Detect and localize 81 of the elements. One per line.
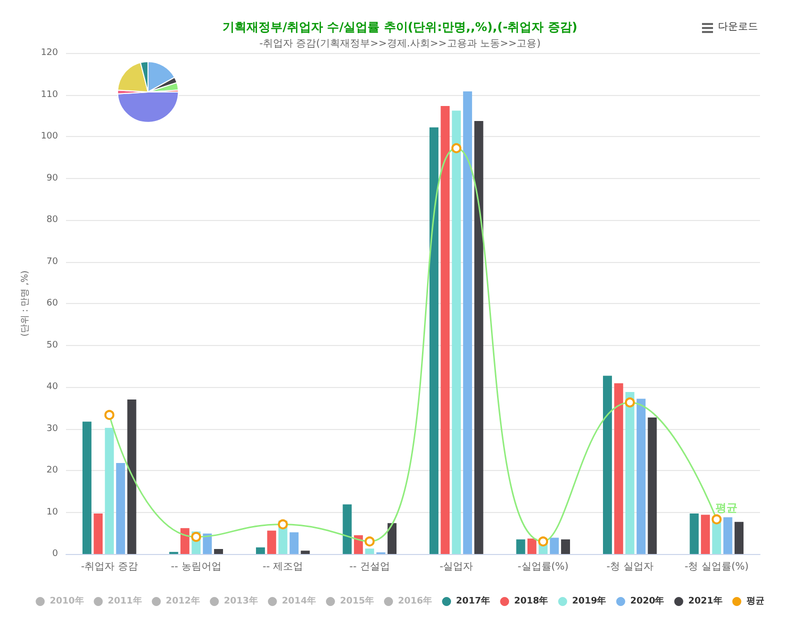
bar bbox=[700, 514, 710, 554]
y-tick-label: 30 bbox=[46, 424, 58, 434]
y-tick-label: 110 bbox=[40, 90, 58, 100]
y-tick-label: 10 bbox=[46, 507, 58, 518]
legend-label: 2020年 bbox=[630, 596, 664, 606]
bar bbox=[690, 514, 699, 554]
legend-label: 2019年 bbox=[572, 596, 606, 606]
legend-label: 평균 bbox=[746, 596, 764, 606]
bar bbox=[561, 539, 570, 554]
bar bbox=[94, 514, 103, 554]
legend-label: 2021年 bbox=[688, 596, 722, 606]
chart-subtitle: -취업자 증감(기획재정부>>경제.사회>>고용과 노동>>고용) bbox=[259, 38, 541, 50]
y-tick-label: 20 bbox=[46, 466, 58, 476]
bar bbox=[104, 428, 114, 554]
x-tick-label: -- 건설업 bbox=[349, 562, 390, 572]
bar bbox=[116, 462, 126, 554]
legend-label: 2016年 bbox=[398, 596, 432, 606]
bar bbox=[342, 504, 352, 554]
bar bbox=[527, 538, 536, 554]
bar bbox=[180, 528, 190, 554]
legend-label: 2010年 bbox=[50, 596, 84, 606]
bar bbox=[429, 127, 438, 554]
bar bbox=[365, 548, 374, 554]
bar bbox=[463, 91, 472, 554]
bar bbox=[267, 530, 276, 554]
legend-label: 2011年 bbox=[108, 596, 142, 606]
y-axis-title: (단위 : 만명 ,%) bbox=[20, 270, 30, 337]
bar bbox=[625, 392, 634, 554]
bar bbox=[723, 517, 732, 554]
bar bbox=[127, 400, 136, 554]
point bbox=[538, 536, 548, 546]
y-tick-label: 80 bbox=[46, 215, 58, 225]
x-tick-label: -실업자 bbox=[440, 562, 474, 572]
bar bbox=[202, 534, 212, 554]
x-tick-label: -취업자 증감 bbox=[80, 562, 138, 572]
y-tick-label: 120 bbox=[40, 48, 58, 58]
point bbox=[278, 519, 288, 530]
bar bbox=[300, 550, 310, 554]
point bbox=[624, 397, 635, 408]
point bbox=[712, 514, 722, 524]
bar bbox=[614, 383, 624, 554]
y-tick-label: 100 bbox=[40, 132, 58, 142]
legend-label: 2014年 bbox=[282, 596, 316, 606]
text: 평균 bbox=[716, 501, 738, 514]
bar bbox=[354, 535, 363, 554]
bar bbox=[388, 523, 397, 554]
point bbox=[191, 532, 202, 542]
bar bbox=[636, 398, 646, 554]
y-tick-label: 70 bbox=[46, 256, 58, 267]
y-tick-label: 40 bbox=[46, 382, 58, 392]
legend-label: 2018年 bbox=[514, 596, 548, 606]
bar bbox=[82, 422, 92, 554]
bar bbox=[550, 538, 559, 554]
bar bbox=[474, 121, 484, 554]
x-tick-label: -- 제조업 bbox=[262, 562, 304, 572]
x-tick-label: -- 농림어업 bbox=[170, 562, 222, 572]
bar bbox=[516, 539, 526, 554]
y-tick-label: 60 bbox=[46, 298, 58, 308]
bar bbox=[648, 417, 657, 554]
bar bbox=[602, 376, 612, 554]
y-tick-label: 50 bbox=[46, 340, 58, 350]
point bbox=[451, 143, 462, 154]
legend-label: 2012年 bbox=[166, 596, 200, 606]
y-tick-label: 90 bbox=[46, 173, 58, 184]
point bbox=[364, 536, 375, 546]
bar bbox=[290, 532, 299, 554]
bar bbox=[256, 547, 265, 554]
bar bbox=[452, 110, 461, 554]
bar bbox=[734, 522, 744, 554]
x-tick-label: -청 실업률(%) bbox=[684, 562, 749, 572]
point bbox=[104, 410, 114, 420]
y-tick-label: 0 bbox=[52, 549, 58, 559]
text: 다운로드 bbox=[718, 22, 758, 32]
chart-title: 기획재정부/취업자 수/실업률 추이(단위:만명,,%),(-취업자 증감) bbox=[222, 20, 578, 34]
legend-label: 2015年 bbox=[340, 596, 374, 606]
legend-label: 2013年 bbox=[224, 596, 258, 606]
bar bbox=[214, 548, 224, 554]
x-tick-label: -청 실업자 bbox=[606, 562, 654, 572]
legend-label: 2017年 bbox=[456, 596, 490, 606]
bar bbox=[440, 106, 450, 554]
x-tick-label: -실업률(%) bbox=[518, 562, 569, 572]
